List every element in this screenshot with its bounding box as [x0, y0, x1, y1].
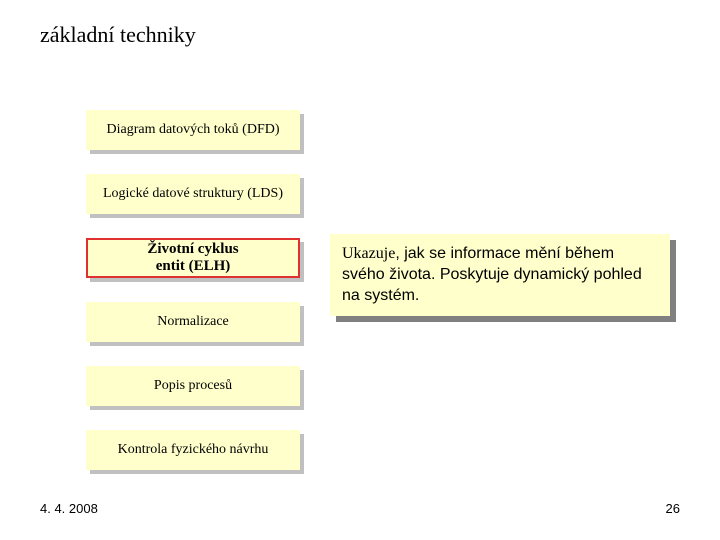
box-label: Popis procesů [154, 378, 232, 394]
box-label: Diagram datových toků (DFD) [106, 122, 279, 138]
box-face: Logické datové struktury (LDS) [86, 174, 300, 214]
technique-box: Popis procesů [86, 366, 304, 410]
box-face: Kontrola fyzického návrhu [86, 430, 300, 470]
technique-box: Diagram datových toků (DFD) [86, 110, 304, 154]
footer-date: 4. 4. 2008 [40, 501, 98, 516]
technique-box: Normalizace [86, 302, 304, 346]
technique-box-highlighted: Životní cyklusentit (ELH) [86, 238, 304, 282]
callout-lead: Ukazuje [342, 245, 395, 262]
callout-face: Ukazuje, jak se informace mění během své… [330, 234, 670, 316]
slide-title: základní techniky [40, 22, 196, 48]
box-face: Životní cyklusentit (ELH) [86, 238, 300, 278]
box-label: Logické datové struktury (LDS) [103, 186, 283, 202]
box-face: Normalizace [86, 302, 300, 342]
box-label: Životní cyklusentit (ELH) [147, 241, 238, 276]
box-face: Diagram datových toků (DFD) [86, 110, 300, 150]
footer-page: 26 [666, 501, 680, 516]
technique-box: Kontrola fyzického návrhu [86, 430, 304, 474]
box-face: Popis procesů [86, 366, 300, 406]
technique-box: Logické datové struktury (LDS) [86, 174, 304, 218]
technique-list: Diagram datových toků (DFD) Logické dato… [86, 110, 304, 494]
box-label: Normalizace [157, 314, 229, 330]
slide: základní techniky Diagram datových toků … [0, 0, 720, 540]
box-label: Kontrola fyzického návrhu [118, 442, 269, 458]
